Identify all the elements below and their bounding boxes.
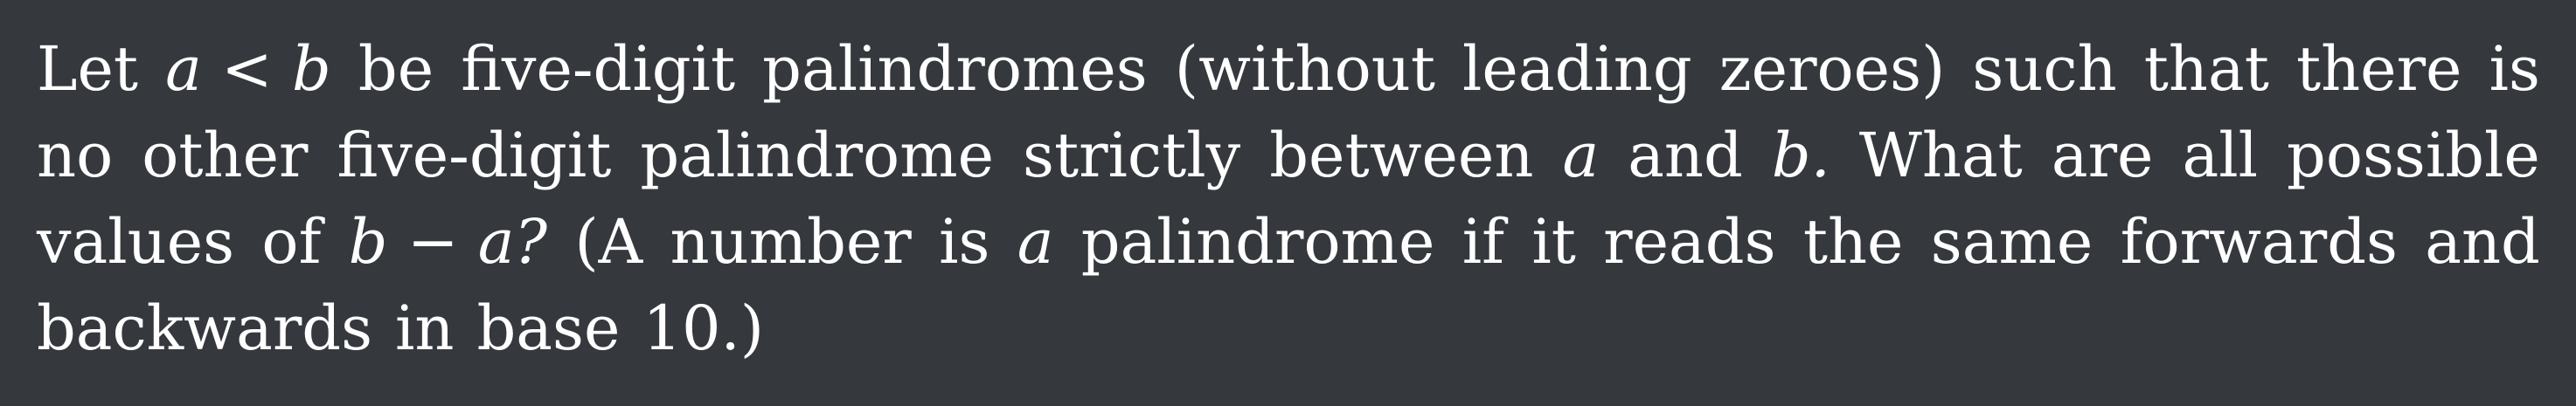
problem-word: palindrome: [1080, 206, 1435, 278]
math-expression: b.: [1771, 120, 1830, 191]
problem-word: and: [1628, 120, 1743, 191]
problem-word: What: [1858, 120, 2023, 191]
problem-word: it: [1531, 206, 1576, 278]
problem-word: that: [2143, 33, 2269, 105]
problem-word: be: [358, 33, 434, 105]
problem-word: all: [2182, 120, 2258, 191]
math-expression: a: [1562, 120, 1600, 191]
problem-word: the: [1802, 206, 1904, 278]
problem-word: (A: [574, 206, 643, 278]
problem-word: forwards: [2120, 206, 2398, 278]
math-expression: b − a?: [348, 206, 548, 278]
problem-line-4: backwards in base 10.): [37, 298, 2540, 359]
problem-word: backwards: [37, 292, 373, 364]
problem-word: base: [476, 292, 621, 364]
problem-word: leading: [1462, 33, 1692, 105]
problem-word: five-digit: [337, 120, 612, 191]
problem-word: there: [2295, 33, 2462, 105]
problem-word: is: [2489, 33, 2540, 105]
problem-word: (without: [1174, 33, 1435, 105]
problem-word: possible: [2287, 120, 2540, 191]
problem-word: such: [1972, 33, 2117, 105]
problem-word: five-digit: [461, 33, 736, 105]
problem-line-1: Let a < b be five-digit palindromes (without l…: [37, 38, 2540, 100]
problem-line-3: values of b − a? (A number is a palindrome if it r…: [37, 211, 2540, 272]
problem-word: no: [37, 120, 114, 191]
math-expression: a < b: [165, 33, 331, 105]
problem-word: if: [1462, 206, 1504, 278]
problem-word: and: [2425, 206, 2540, 278]
problem-line-2: no other five-digit palindrome strictly betwe…: [37, 125, 2540, 186]
problem-word: Let: [37, 33, 139, 105]
problem-word: other: [142, 120, 309, 191]
problem-word: is: [939, 206, 990, 278]
problem-word: same: [1930, 206, 2093, 278]
problem-word: in: [395, 292, 455, 364]
problem-word: between: [1269, 120, 1534, 191]
problem-word: number: [670, 206, 912, 278]
problem-word: are: [2051, 120, 2154, 191]
problem-word: 10.): [642, 292, 765, 364]
problem-word: reads: [1603, 206, 1776, 278]
problem-word: palindromes: [762, 33, 1148, 105]
problem-word: zeroes): [1718, 33, 1946, 105]
problem-word: of: [261, 206, 322, 278]
problem-word: strictly: [1023, 120, 1241, 191]
problem-word: values: [37, 206, 235, 278]
math-expression: a: [1017, 206, 1054, 278]
problem-word: palindrome: [640, 120, 994, 191]
